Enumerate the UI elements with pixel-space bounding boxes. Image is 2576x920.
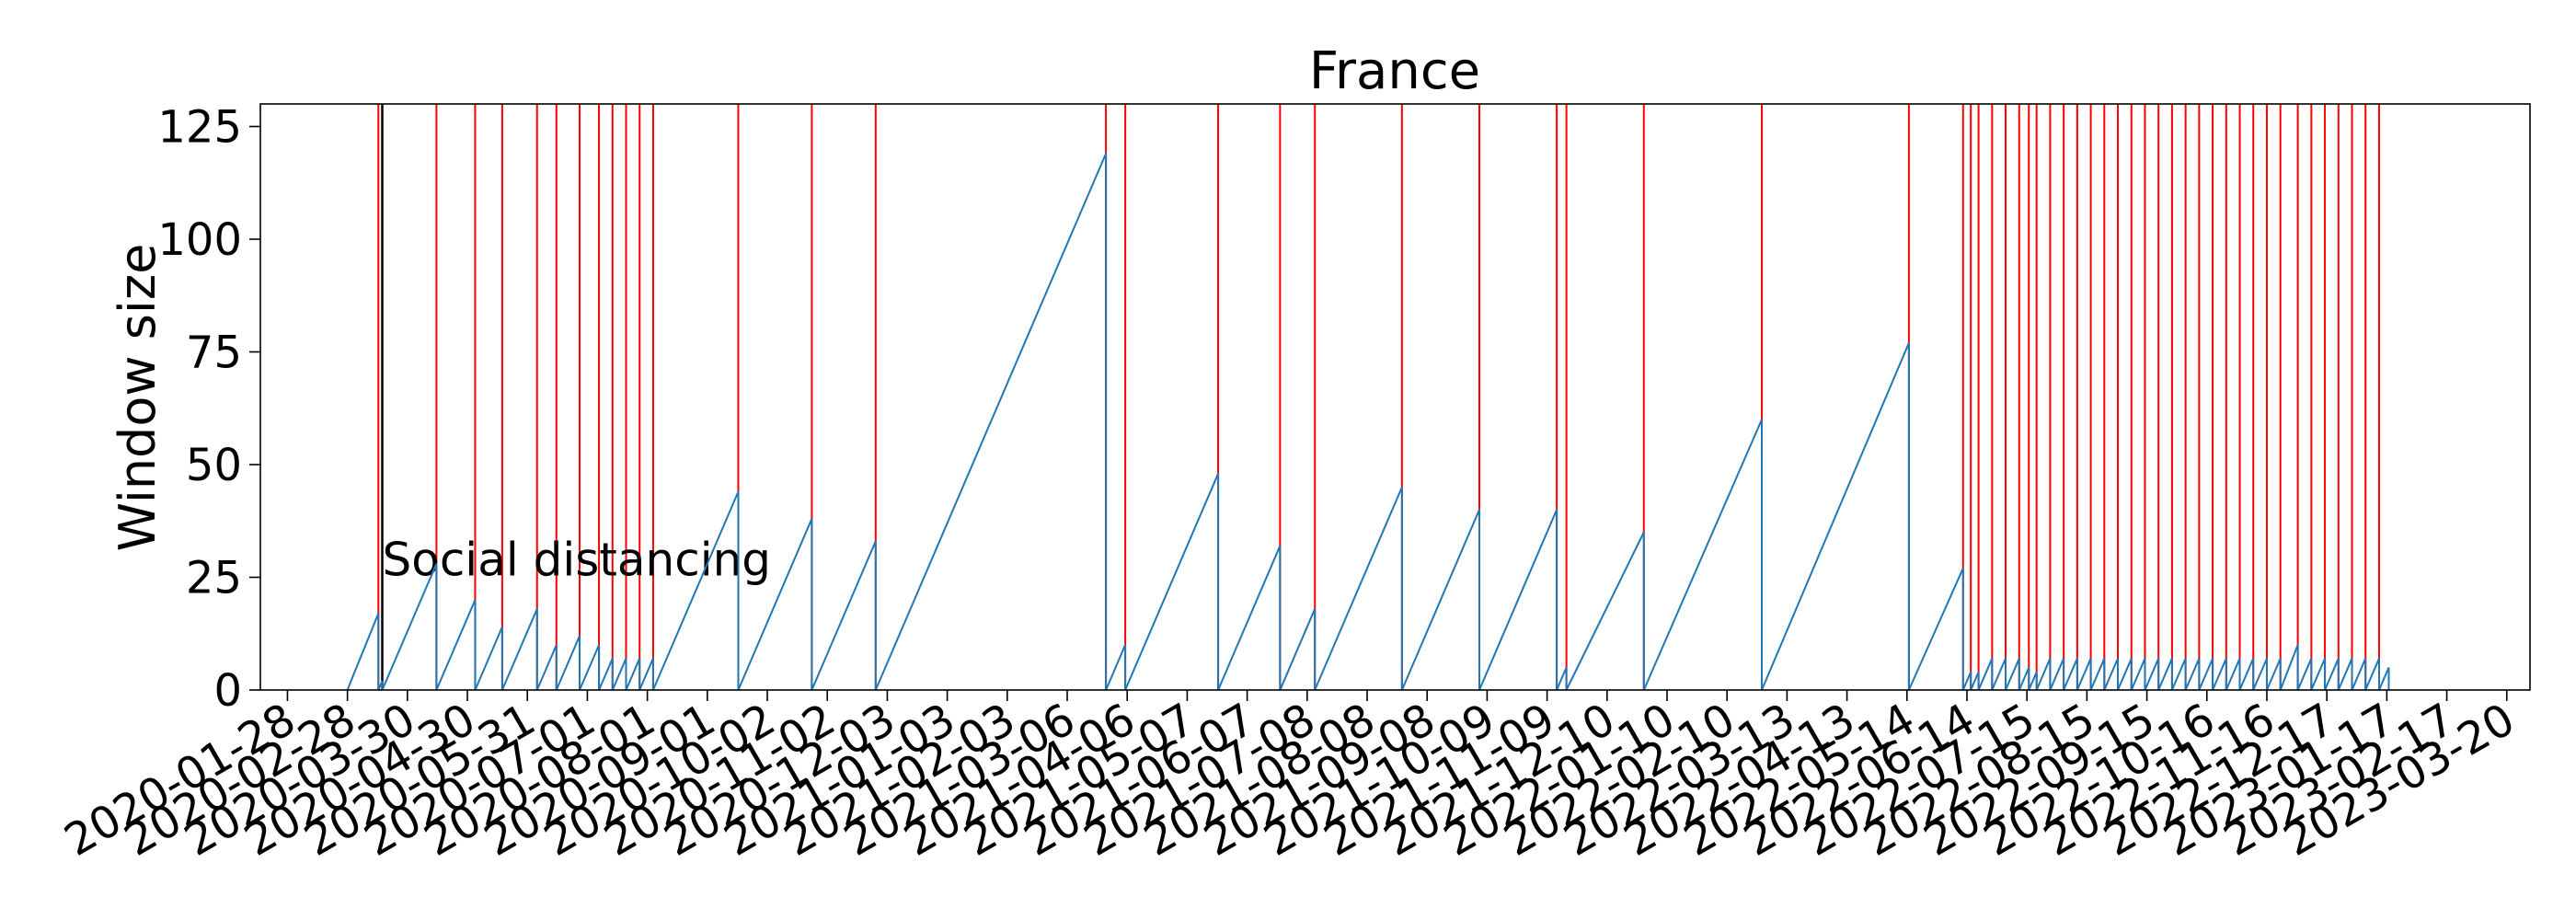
series-line xyxy=(346,153,2390,691)
y-tick-label: 75 xyxy=(186,328,242,379)
y-tick-label: 50 xyxy=(186,440,242,491)
plot-area: Social distancing02550751001252020-01-28… xyxy=(56,102,2524,867)
chart-title: France xyxy=(1309,41,1480,101)
y-tick-label: 25 xyxy=(186,553,242,604)
y-tick-label: 100 xyxy=(157,214,242,266)
annotation-label: Social distancing xyxy=(382,534,771,587)
y-tick-label: 125 xyxy=(157,102,242,154)
plot-frame xyxy=(259,103,2531,691)
y-tick-label: 0 xyxy=(213,665,242,717)
y-axis-label: Window size xyxy=(109,244,167,552)
